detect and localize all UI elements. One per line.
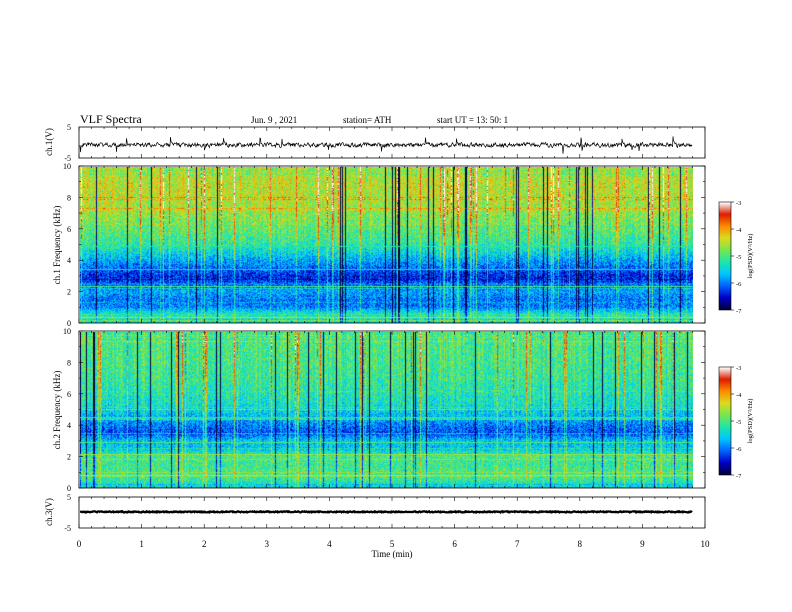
time-tick-label: 0 — [77, 539, 82, 549]
figure-title: VLF Spectra — [80, 112, 142, 126]
ch1-colorbar — [719, 202, 731, 310]
y-tick-label: 10 — [63, 162, 71, 171]
colorbar-tick-label: -4 — [736, 392, 742, 399]
colorbar-tick-label: -5 — [736, 254, 741, 261]
station-label: station= ATH — [343, 115, 392, 125]
ch1-colorbar-label: log(PSD)(V²/Hz) — [747, 234, 754, 279]
y-tick-label: 6 — [67, 225, 71, 234]
y-tick-label: 0 — [67, 319, 71, 328]
y-tick-label: 0 — [67, 484, 71, 493]
ch1-waveform-ytick-bottom: -5 — [64, 154, 71, 163]
ch3-waveform-ytick-bottom: -5 — [64, 524, 71, 533]
ch2-colorbar-ticks: -3 -4 -5 -6 -7 — [731, 365, 742, 480]
colorbar-tick-label: -5 — [736, 419, 741, 426]
time-tick-label: 6 — [452, 539, 457, 549]
colorbar-tick-label: -6 — [736, 446, 742, 453]
ch1-spectrogram-yticks: 0 2 4 6 8 10 — [63, 162, 705, 328]
ch1-waveform-frame — [78, 126, 706, 159]
time-tick-label: 2 — [202, 539, 207, 549]
start-time-label: start UT = 13: 50: 1 — [437, 115, 508, 125]
colorbar-tick-label: -3 — [736, 365, 741, 372]
colorbar-tick-label: -3 — [736, 200, 741, 207]
ch2-spectrogram-xticks — [78, 331, 706, 488]
ch3-waveform-xticks — [78, 497, 706, 528]
ch2-spectrogram-image — [80, 332, 693, 488]
ch1-colorbar-ticks: -3 -4 -5 -6 -7 — [731, 200, 742, 315]
waveform-line — [79, 136, 693, 154]
colorbar-tick-label: -7 — [736, 473, 742, 480]
colorbar-tick-label: -6 — [736, 281, 742, 288]
y-tick-label: 8 — [67, 193, 71, 202]
ch2-spectrogram-yticks: 0 2 4 6 8 10 — [63, 327, 705, 493]
ch2-spectrogram-ylabel: ch.2 Frequency (kHz) — [52, 371, 62, 450]
time-axis-tick-labels: 0 1 2 3 4 5 6 7 8 9 10 — [77, 539, 710, 549]
colorbar-tick-label: -4 — [736, 227, 742, 234]
ch1-waveform-trace — [79, 136, 693, 154]
time-tick-label: 9 — [640, 539, 645, 549]
y-tick-label: 2 — [67, 453, 71, 462]
ch1-waveform-panel: 5 -5 ch.1(V) — [44, 123, 706, 163]
ch2-colorbar — [719, 367, 731, 475]
y-tick-label: 2 — [67, 288, 71, 297]
ch3-waveform-panel: 5 -5 ch.3(V) — [44, 493, 706, 533]
y-tick-label: 4 — [67, 256, 71, 265]
waveform-line — [80, 509, 693, 515]
colorbar-tick-label: -7 — [736, 308, 742, 315]
ch3-waveform-ylabel: ch.3(V) — [44, 498, 54, 526]
time-tick-label: 4 — [327, 539, 332, 549]
time-tick-label: 10 — [701, 539, 711, 549]
ch1-waveform-xticks — [78, 127, 706, 158]
y-tick-label: 10 — [63, 327, 71, 336]
y-tick-label: 4 — [67, 421, 71, 430]
ch1-waveform-ytick-top: 5 — [67, 123, 71, 132]
ch1-spectrogram-ylabel: ch.1 Frequency (kHz) — [52, 206, 62, 285]
time-tick-label: 7 — [515, 539, 520, 549]
ch3-waveform-ytick-top: 5 — [67, 493, 71, 502]
ch1-spectrogram-image — [80, 167, 693, 323]
y-tick-label: 8 — [67, 358, 71, 367]
time-tick-label: 3 — [265, 539, 270, 549]
ch2-colorbar-label: log(PSD)(V²/Hz) — [747, 399, 754, 444]
y-tick-label: 6 — [67, 390, 71, 399]
ch1-waveform-ylabel: ch.1(V) — [44, 128, 54, 156]
time-tick-label: 8 — [578, 539, 583, 549]
date-label: Jun. 9 , 2021 — [251, 115, 297, 125]
time-tick-label: 5 — [390, 539, 395, 549]
time-tick-label: 1 — [139, 539, 144, 549]
ch1-spectrogram-xticks — [78, 166, 706, 323]
ch3-waveform-trace — [80, 509, 693, 515]
time-axis-label: Time (min) — [372, 549, 413, 559]
